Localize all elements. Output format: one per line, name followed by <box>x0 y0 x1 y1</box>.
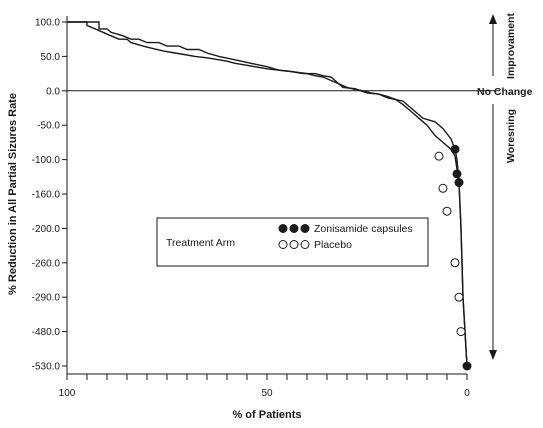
y-tick-label: -160.0 <box>32 190 61 201</box>
legend: Treatment Arm Zonisamide capsules Placebo <box>156 217 429 267</box>
y-tick-label: -50.0 <box>37 121 60 132</box>
arrow-up-icon <box>489 14 497 24</box>
legend-marker <box>289 224 299 233</box>
placebo-point <box>438 183 448 193</box>
no-change-label: No Change <box>477 86 533 98</box>
improvement-label: Improvament <box>505 13 517 79</box>
arrow-down-icon <box>489 350 497 360</box>
placebo-point <box>456 327 466 337</box>
legend-marker <box>278 240 288 249</box>
y-tick-label: -530.0 <box>32 362 61 373</box>
zonisamide-point <box>450 144 460 154</box>
x-tick-label: 0 <box>464 388 470 399</box>
axes <box>66 16 500 375</box>
x-axis-title: % of Patients <box>232 409 301 421</box>
y-tick-label: -100.0 <box>32 155 61 166</box>
legend-marker <box>300 224 310 233</box>
direction-arrows <box>489 14 497 360</box>
y-axis-title: % Reduction in All Partial Sizures Rate <box>7 93 19 295</box>
series-line-zonisamide <box>67 21 468 367</box>
placebo-point <box>442 206 452 216</box>
zonisamide-point <box>452 169 462 179</box>
y-tick-label: 100.0 <box>35 18 60 29</box>
y-tick-label: 0.0 <box>46 86 60 97</box>
legend-entry-label: Zonisamide capsules <box>314 223 413 235</box>
y-tick-label: -260.0 <box>32 258 61 269</box>
y-tick-label: -480.0 <box>32 327 61 338</box>
y-tick-label: 50.0 <box>41 52 61 63</box>
legend-title: Treatment Arm <box>166 237 235 249</box>
series-line-placebo <box>67 21 468 367</box>
placebo-point <box>454 292 464 302</box>
legend-marker <box>278 224 288 233</box>
worsening-label: Woresning <box>505 109 517 163</box>
placebo-point <box>450 258 460 268</box>
placebo-point <box>434 151 444 161</box>
zonisamide-point <box>462 361 472 371</box>
legend-entry-label: Placebo <box>314 239 352 251</box>
zonisamide-point <box>454 178 464 188</box>
y-tick-label: -290.0 <box>32 293 61 304</box>
legend-marker <box>289 240 299 249</box>
x-tick-label: 50 <box>261 388 273 399</box>
legend-marker <box>300 240 310 249</box>
x-tick-label: 100 <box>59 388 76 399</box>
y-tick-label: -200.0 <box>32 224 61 235</box>
